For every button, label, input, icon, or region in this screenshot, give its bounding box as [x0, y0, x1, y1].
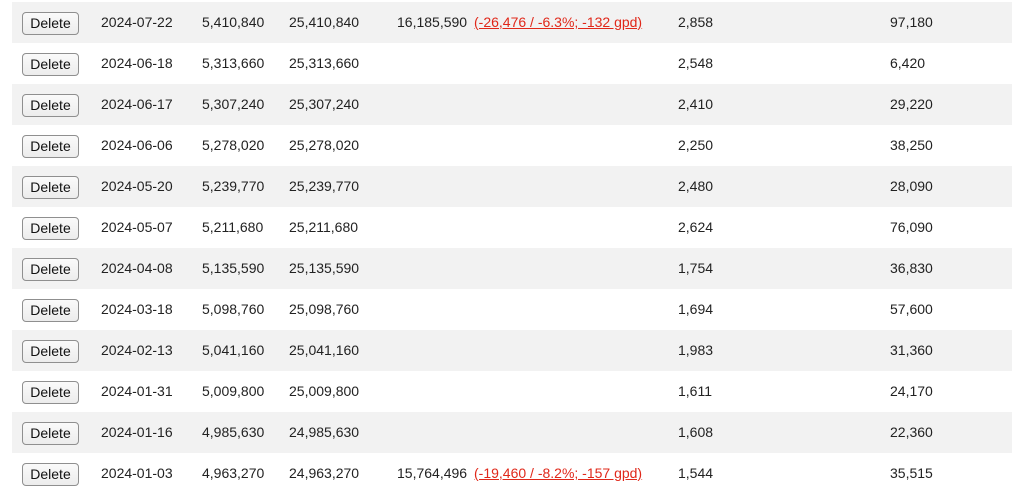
value-1: 4,985,630: [202, 424, 265, 440]
value-2: 25,098,760: [289, 301, 360, 317]
reading-date: 2024-06-17: [101, 96, 173, 112]
value-3: 16,185,590: [397, 14, 468, 30]
value-2: 25,278,020: [289, 137, 360, 153]
table-row: Delete 2024-01-16 4,985,630 24,985,630 1,608…: [12, 412, 1012, 453]
table-row: Delete 2024-01-31 5,009,800 25,009,800 1,611…: [12, 371, 1012, 412]
value-5: 36,830: [890, 260, 933, 276]
value-2: 25,041,160: [289, 342, 360, 358]
delete-button[interactable]: Delete: [22, 176, 79, 199]
change-summary-link[interactable]: (-26,476 / -6.3%; -132 gpd): [474, 14, 643, 30]
reading-date: 2024-01-03: [101, 465, 173, 481]
reading-date: 2024-06-18: [101, 55, 173, 71]
value-5: 97,180: [890, 14, 933, 30]
value-5: 28,090: [890, 178, 933, 194]
value-5: 22,360: [890, 424, 933, 440]
value-4: 1,608: [678, 424, 714, 440]
delete-button[interactable]: Delete: [22, 217, 79, 240]
value-1: 5,239,770: [202, 178, 265, 194]
value-2: 25,410,840: [289, 14, 360, 30]
value-5: 76,090: [890, 219, 933, 235]
value-2: 25,239,770: [289, 178, 360, 194]
value-4: 2,480: [678, 178, 714, 194]
value-1: 5,009,800: [202, 383, 265, 399]
reading-date: 2024-01-31: [101, 383, 173, 399]
change-summary-link[interactable]: (-19,460 / -8.2%; -157 gpd): [474, 465, 643, 481]
value-2: 25,307,240: [289, 96, 360, 112]
value-4: 1,544: [678, 465, 714, 481]
value-5: 6,420: [890, 55, 926, 71]
value-4: 2,250: [678, 137, 714, 153]
table-row: Delete 2024-02-13 5,041,160 25,041,160 1,983…: [12, 330, 1012, 371]
delete-button[interactable]: Delete: [22, 422, 79, 445]
value-1: 4,963,270: [202, 465, 265, 481]
value-4: 2,410: [678, 96, 714, 112]
reading-date: 2024-04-08: [101, 260, 173, 276]
value-1: 5,410,840: [202, 14, 265, 30]
value-1: 5,098,760: [202, 301, 265, 317]
table-row: Delete 2024-04-08 5,135,590 25,135,590 1,754…: [12, 248, 1012, 289]
reading-date: 2024-05-07: [101, 219, 173, 235]
table-row: Delete 2024-05-07 5,211,680 25,211,680 2,624…: [12, 207, 1012, 248]
value-4: 1,983: [678, 342, 714, 358]
value-5: 35,515: [890, 465, 933, 481]
table-row: Delete 2024-06-18 5,313,660 25,313,660 2,548…: [12, 43, 1012, 84]
value-4: 1,611: [678, 383, 712, 399]
value-1: 5,278,020: [202, 137, 265, 153]
value-4: 2,624: [678, 219, 714, 235]
value-1: 5,307,240: [202, 96, 265, 112]
value-1: 5,313,660: [202, 55, 265, 71]
reading-date: 2024-05-20: [101, 178, 173, 194]
table-row: Delete 2024-07-22 5,410,840 25,410,840 16,18…: [12, 2, 1012, 43]
table-row: Delete 2024-01-03 4,963,270 24,963,270 15,76…: [12, 453, 1012, 494]
table-row: Delete 2024-03-18 5,098,760 25,098,760 1,694…: [12, 289, 1012, 330]
value-2: 25,135,590: [289, 260, 360, 276]
value-5: 24,170: [890, 383, 933, 399]
value-2: 25,211,680: [289, 219, 359, 235]
value-5: 29,220: [890, 96, 933, 112]
reading-date: 2024-03-18: [101, 301, 173, 317]
delete-button[interactable]: Delete: [22, 53, 79, 76]
table-row: Delete 2024-06-06 5,278,020 25,278,020 2,250…: [12, 125, 1012, 166]
value-2: 24,985,630: [289, 424, 360, 440]
value-2: 25,313,660: [289, 55, 360, 71]
value-4: 2,548: [678, 55, 714, 71]
value-2: 25,009,800: [289, 383, 360, 399]
value-5: 38,250: [890, 137, 933, 153]
table-row: Delete 2024-06-17 5,307,240 25,307,240 2,410…: [12, 84, 1012, 125]
value-4: 2,858: [678, 14, 714, 30]
delete-button[interactable]: Delete: [22, 12, 79, 35]
value-1: 5,135,590: [202, 260, 265, 276]
delete-button[interactable]: Delete: [22, 94, 79, 117]
value-5: 31,360: [890, 342, 933, 358]
value-1: 5,211,680: [202, 219, 264, 235]
value-2: 24,963,270: [289, 465, 360, 481]
delete-button[interactable]: Delete: [22, 463, 79, 486]
delete-button[interactable]: Delete: [22, 381, 79, 404]
value-4: 1,754: [678, 260, 714, 276]
reading-date: 2024-01-16: [101, 424, 173, 440]
delete-button[interactable]: Delete: [22, 258, 79, 281]
table-row: Delete 2024-05-20 5,239,770 25,239,770 2,480…: [12, 166, 1012, 207]
value-1: 5,041,160: [202, 342, 265, 358]
value-3: 15,764,496: [397, 465, 468, 481]
delete-button[interactable]: Delete: [22, 340, 79, 363]
reading-date: 2024-02-13: [101, 342, 173, 358]
reading-date: 2024-07-22: [101, 14, 173, 30]
delete-button[interactable]: Delete: [22, 299, 79, 322]
delete-button[interactable]: Delete: [22, 135, 79, 158]
value-4: 1,694: [678, 301, 714, 317]
value-5: 57,600: [890, 301, 933, 317]
reading-date: 2024-06-06: [101, 137, 173, 153]
